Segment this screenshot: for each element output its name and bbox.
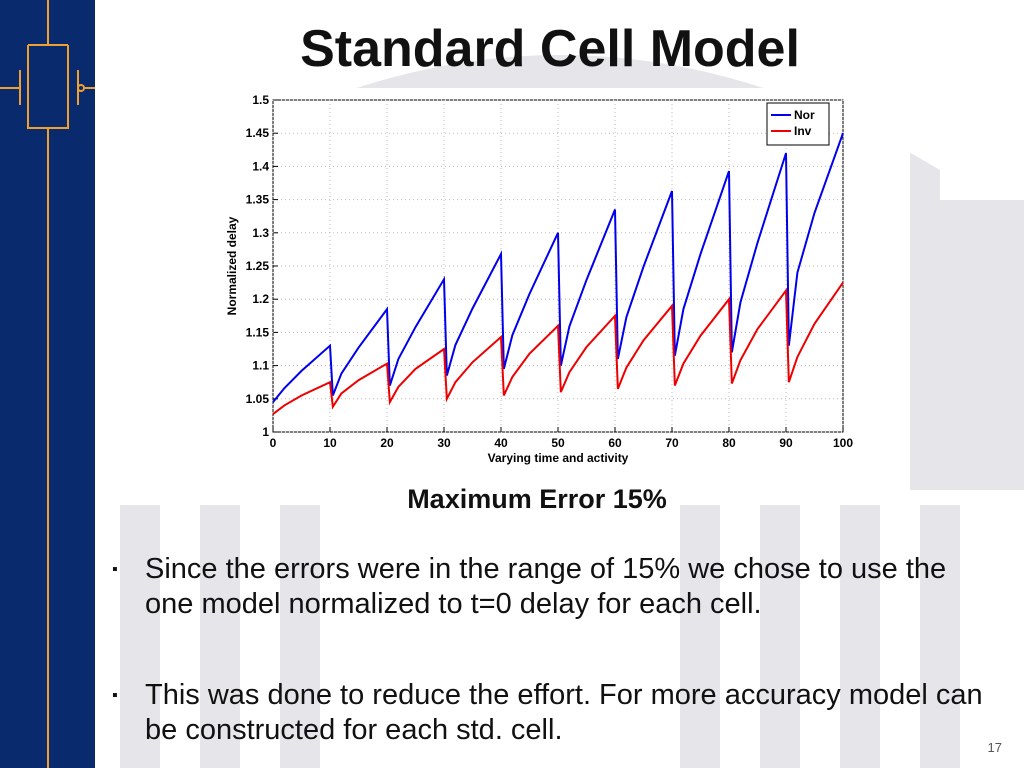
y-tick-label: 1.15	[246, 325, 270, 339]
y-tick-label: 1.3	[252, 226, 269, 240]
x-axis-label: Varying time and activity	[488, 451, 629, 465]
legend-label: Inv	[794, 124, 812, 138]
y-tick-label: 1.35	[246, 193, 270, 207]
x-tick-label: 60	[608, 436, 622, 450]
line-series	[272, 282, 844, 415]
x-tick-label: 80	[722, 436, 736, 450]
x-tick-label: 70	[665, 436, 679, 450]
x-tick-label: 90	[779, 436, 793, 450]
y-axis-label: Normalized delay	[225, 216, 239, 315]
circuit-icon	[0, 0, 95, 768]
bullet: ▪ This was done to reduce the effort. For…	[112, 678, 1002, 748]
x-tick-label: 40	[494, 436, 508, 450]
y-tick-label: 1.05	[246, 392, 270, 406]
y-tick-label: 1.5	[252, 93, 269, 107]
bullet-text: This was done to reduce the effort. For …	[145, 679, 983, 746]
bullet: ▪ Since the errors were in the range of 1…	[112, 552, 1002, 622]
x-tick-label: 100	[833, 436, 853, 450]
chart: 1 1.05 1.1 1.15 1.2 1.25 1.3 1.35 1.4 1.45 1.5 0 10 2…	[225, 93, 853, 465]
y-tick-label: 1	[262, 425, 269, 439]
x-tick-label: 10	[323, 436, 337, 450]
x-tick-label: 50	[551, 436, 565, 450]
x-tick-label: 30	[437, 436, 451, 450]
y-tick-label: 1.2	[252, 292, 269, 306]
bullet-text: Since the errors were in the range of 15…	[145, 553, 947, 620]
legend-box	[766, 102, 830, 146]
x-tick-label: 0	[270, 436, 277, 450]
caption: Maximum Error 15%	[407, 484, 667, 514]
legend-label: Nor	[794, 108, 815, 122]
line-series	[272, 132, 844, 403]
y-tick-label: 1.4	[252, 159, 269, 173]
y-tick-label: 1.1	[252, 359, 269, 373]
y-tick-label: 1.25	[246, 259, 270, 273]
slide-title: Standard Cell Model	[300, 20, 800, 78]
y-tick-label: 1.45	[246, 126, 270, 140]
x-tick-label: 20	[380, 436, 394, 450]
page-number: 17	[988, 740, 1002, 755]
